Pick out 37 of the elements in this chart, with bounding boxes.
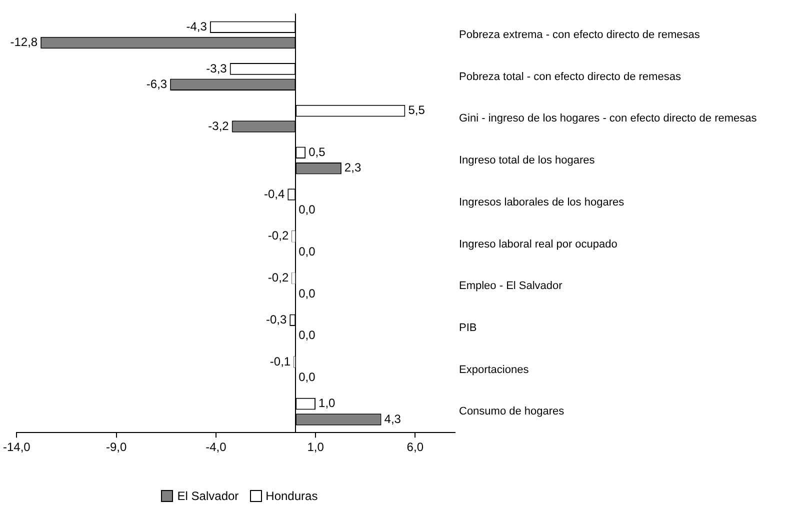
- y-tick-label: Ingresos laborales de los hogares: [459, 196, 625, 208]
- y-tick-label: Gini - ingreso de los hogares - con efecto directo de remesas: [459, 112, 758, 125]
- y-tick-label: Pobreza total - con efecto directo de remesas: [459, 70, 682, 83]
- y-tick-label: Empleo - El Salvador: [459, 280, 563, 292]
- data-label: 0,0: [298, 202, 316, 217]
- data-label: -3,3: [206, 61, 228, 76]
- legend-label: Honduras: [266, 489, 318, 503]
- data-label: -0,1: [270, 354, 291, 368]
- data-label: -3,2: [208, 118, 230, 133]
- data-label: -0,4: [264, 186, 285, 201]
- y-tick-label: Exportaciones: [459, 364, 530, 376]
- x-tick-label: -14,0: [2, 440, 31, 454]
- y-tick-label: Ingreso total de los hogares: [459, 154, 596, 167]
- y-tick-label: Ingreso laboral real por ocupado: [459, 238, 618, 250]
- data-label: 0,5: [308, 144, 326, 159]
- data-label: -12,8: [10, 35, 38, 50]
- x-tick-label: 6,0: [406, 440, 424, 454]
- y-tick-label: Consumo de hogares: [459, 406, 565, 418]
- y-tick-label: PIB: [459, 322, 477, 334]
- data-label: 2,3: [344, 160, 362, 175]
- data-label: 1,0: [318, 396, 336, 410]
- data-label: 0,0: [298, 370, 316, 384]
- x-tick-label: -9,0: [106, 440, 127, 454]
- data-label: 0,0: [298, 286, 316, 300]
- data-label: -6,3: [146, 76, 168, 91]
- data-label: -0,2: [268, 228, 289, 243]
- y-tick-label: Pobreza extrema - con efecto directo de remesas: [459, 28, 700, 41]
- data-label: -4,3: [186, 19, 208, 34]
- data-label: -0,3: [266, 312, 287, 326]
- data-label: 0,0: [298, 328, 316, 342]
- data-label: 0,0: [298, 244, 316, 258]
- x-tick-label: -4,0: [206, 440, 227, 454]
- x-tick-label: 1,0: [307, 440, 324, 454]
- legend-label: El Salvador: [177, 489, 239, 503]
- data-label: 4,3: [384, 412, 402, 426]
- data-label: 5,5: [408, 103, 426, 118]
- data-label: -0,2: [268, 270, 289, 285]
